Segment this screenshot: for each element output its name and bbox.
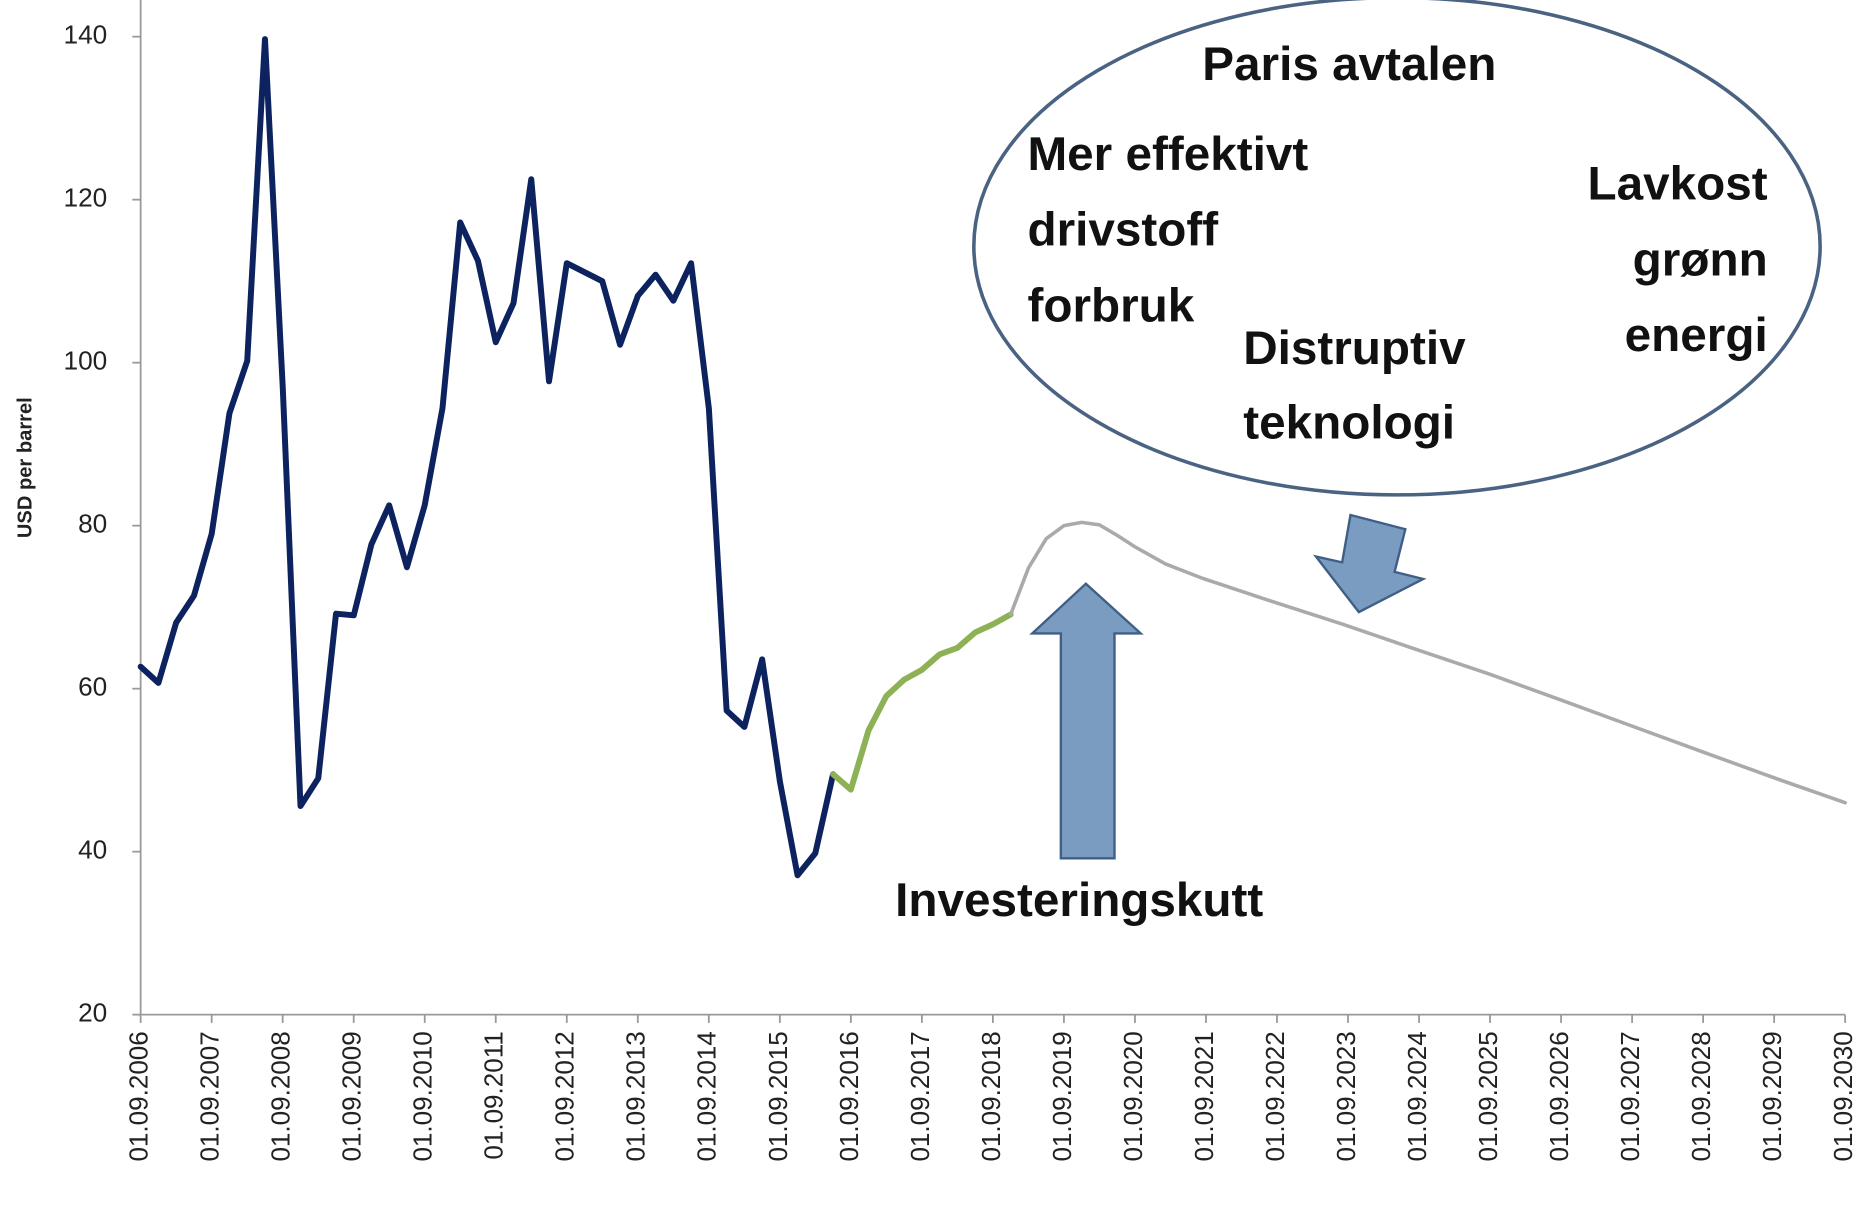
annotation: Distruptiv [1243,322,1466,375]
x-tick-label: 01.09.2029 [1757,1031,1787,1161]
y-tick-label: 20 [78,998,107,1028]
y-tick-label: 140 [64,20,108,50]
up-arrow [1029,582,1144,860]
annotation: drivstoff [1027,204,1218,257]
annotation: Mer effektivt [1027,128,1308,181]
x-tick-label: 01.09.2016 [834,1031,864,1161]
x-tick-label: 01.09.2012 [550,1031,580,1161]
callout-ellipse [972,0,1822,497]
series-line [830,611,1014,793]
x-tick-label: 01.09.2013 [621,1031,651,1161]
x-tick-label: 01.09.2030 [1828,1031,1858,1161]
x-tick-label: 01.09.2023 [1331,1031,1361,1161]
x-tick-label: 01.09.2014 [692,1031,722,1161]
annotation: forbruk [1027,280,1194,333]
annotation: Investeringskutt [895,874,1263,927]
x-tick-label: 01.09.2028 [1686,1031,1716,1161]
x-tick-label: 01.09.2009 [337,1031,367,1161]
x-tick-label: 01.09.2011 [479,1031,509,1159]
x-tick-label: 01.09.2026 [1544,1031,1574,1161]
y-tick-label: 120 [64,183,108,213]
x-tick-label: 01.09.2019 [1047,1031,1077,1161]
annotation: Lavkost [1588,158,1768,211]
y-axis-label: USD per barrel [15,397,37,538]
x-tick-label: 01.09.2010 [408,1031,438,1161]
annotation: grønn [1633,233,1768,286]
x-tick-label: 01.09.2008 [266,1031,296,1161]
annotation: Paris avtalen [1202,38,1496,91]
x-tick-label: 01.09.2017 [905,1031,935,1161]
series-line [1008,520,1847,805]
x-tick-label: 01.09.2027 [1615,1031,1645,1161]
y-tick-label: 80 [78,509,107,539]
down-arrow [1312,513,1427,614]
annotation: teknologi [1243,397,1455,450]
y-tick-label: 100 [64,346,108,376]
x-tick-label: 01.09.2021 [1189,1031,1219,1161]
x-tick-label: 01.09.2025 [1473,1031,1503,1161]
x-tick-label: 01.09.2022 [1260,1031,1290,1161]
x-tick-label: 01.09.2024 [1402,1031,1432,1161]
x-tick-label: 01.09.2020 [1118,1031,1148,1161]
series-line [137,36,837,879]
x-tick-label: 01.09.2018 [976,1031,1006,1161]
x-tick-label: 01.09.2015 [763,1031,793,1161]
y-tick-label: 40 [78,835,107,865]
annotation: energi [1625,309,1768,362]
x-tick-label: 01.09.2006 [124,1031,154,1161]
y-tick-label: 60 [78,672,107,702]
x-tick-label: 01.09.2007 [195,1031,225,1161]
